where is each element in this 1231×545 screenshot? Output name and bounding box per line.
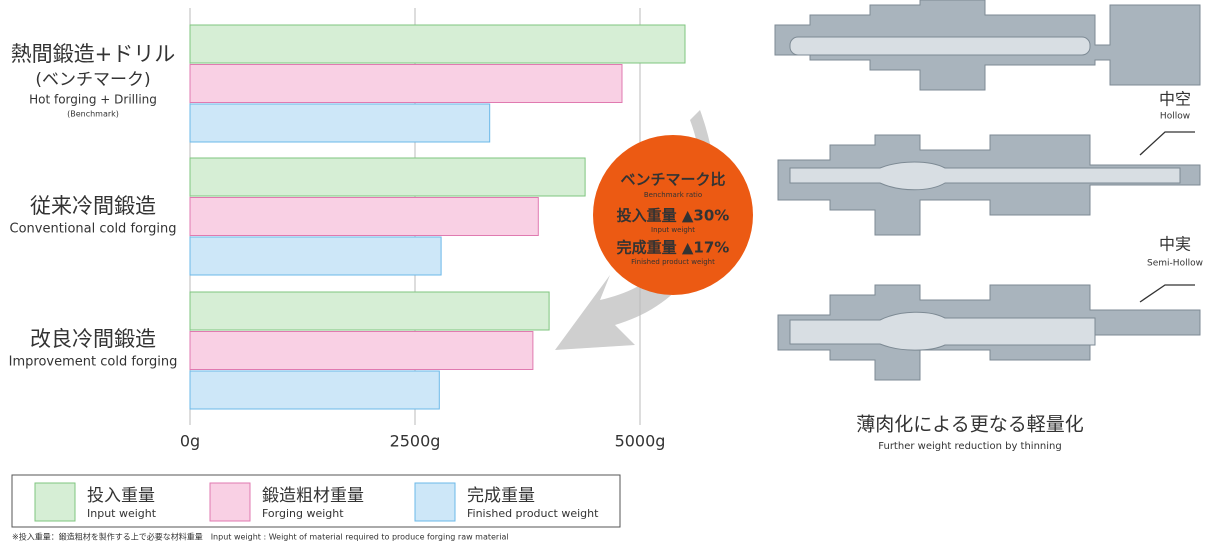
x-tick-label: 2500g	[390, 432, 441, 451]
legend-label: 完成重量	[467, 486, 535, 506]
x-tick-label: 5000g	[615, 432, 666, 451]
shaft-label: 中実	[1159, 235, 1191, 254]
legend-swatch	[414, 482, 456, 522]
category-label: 改良冷間鍛造	[30, 327, 156, 351]
callout-title: ベンチマーク比	[620, 171, 725, 189]
category-note: (ベンチマーク)	[35, 70, 150, 90]
bar	[189, 24, 686, 64]
shaft-images	[774, 0, 1201, 381]
shaft-label-en: Hollow	[1160, 112, 1190, 122]
shaft-label: 中空	[1159, 90, 1191, 109]
bar	[189, 197, 539, 236]
pointer-lines	[1139, 131, 1195, 303]
footnote: ※投入重量：鍛造粗材を製作する上で必要な材料重量 Input weight : …	[12, 532, 509, 542]
category-note: Conventional cold forging	[10, 222, 177, 237]
category-note: (Benchmark)	[67, 110, 119, 119]
category-label: 熱間鍛造+ドリル	[11, 42, 176, 66]
legend-swatch	[34, 482, 76, 522]
legend-sub: Input weight	[87, 507, 157, 520]
x-tick-label: 0g	[180, 432, 200, 451]
callout-line-en: Input weight	[651, 226, 695, 234]
legend-swatch	[209, 482, 251, 522]
category-label: 従来冷間鍛造	[30, 194, 156, 218]
callout-circle	[593, 135, 753, 295]
legend-label: 鍛造粗材重量	[262, 486, 364, 506]
legend-sub: Forging weight	[262, 507, 344, 520]
callout-line: 完成重量 ▲17%	[617, 239, 730, 257]
bar	[189, 331, 534, 370]
callout-title-en: Benchmark ratio	[644, 191, 702, 199]
bar	[189, 291, 550, 331]
caption: 薄肉化による更なる軽量化	[856, 414, 1083, 436]
legend-frame	[11, 474, 621, 528]
callout-line: 投入重量 ▲30%	[617, 207, 730, 225]
category-note: Hot forging + Drilling	[29, 93, 157, 107]
legend-sub: Finished product weight	[467, 507, 599, 520]
legend-label: 投入重量	[87, 486, 155, 506]
bar	[189, 236, 442, 276]
bar	[189, 64, 623, 103]
caption-en: Further weight reduction by thinning	[878, 441, 1061, 452]
bar	[189, 157, 586, 197]
bar	[189, 370, 440, 410]
shaft-label-en: Semi-Hollow	[1147, 259, 1203, 269]
callout-line-en: Finished product weight	[631, 258, 715, 266]
category-note: Improvement cold forging	[9, 355, 178, 370]
bar	[189, 103, 491, 143]
